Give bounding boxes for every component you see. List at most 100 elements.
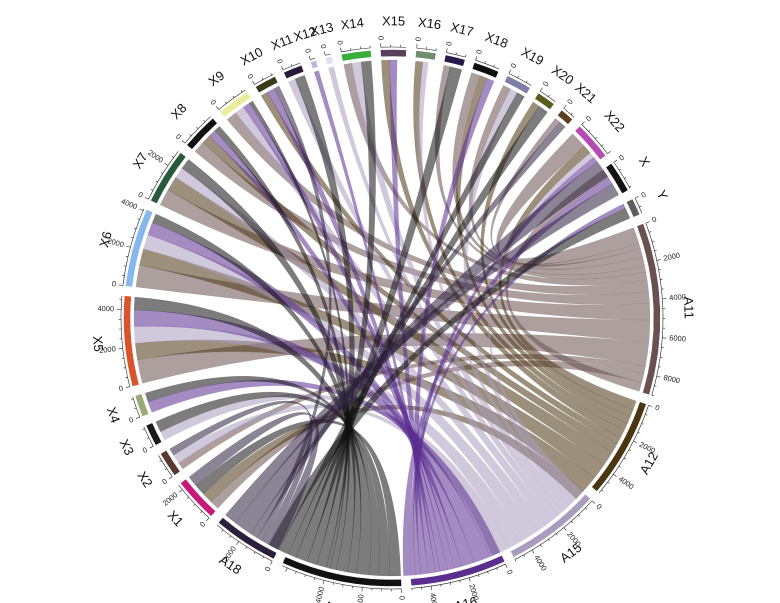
tick-mark <box>240 90 243 93</box>
tick-label: 4000 <box>313 586 326 603</box>
tick-mark <box>581 121 585 125</box>
tick-mark <box>261 77 264 80</box>
tick-mark <box>139 208 144 211</box>
tick-label: 4000 <box>669 292 686 302</box>
tick-mark <box>130 236 134 239</box>
tick-mark <box>224 101 227 104</box>
tick-mark <box>619 168 622 171</box>
tick-mark <box>555 533 558 536</box>
sector-label-a17: A17 <box>323 598 349 603</box>
tick-label: 0 <box>319 43 329 49</box>
link-y-a17 <box>268 207 631 551</box>
sector-a16 <box>410 555 505 586</box>
sectors-layer <box>117 43 667 593</box>
tick-mark <box>430 586 433 591</box>
sector-label-x10: X10 <box>238 44 265 68</box>
sector-label-x13: X13 <box>309 19 335 39</box>
tick-mark <box>125 386 130 388</box>
sector-label-x6: X6 <box>96 230 115 249</box>
link-x21-a18 <box>250 121 566 539</box>
tick-mark <box>168 476 173 480</box>
link-x22-a11 <box>496 133 640 266</box>
tick-mark <box>651 394 655 396</box>
tick-mark <box>253 551 256 554</box>
sector-x10 <box>255 76 278 93</box>
tick-label: 0 <box>263 565 273 573</box>
link-x-a18 <box>225 183 620 524</box>
tick-mark <box>505 563 508 568</box>
tick-mark <box>171 155 174 158</box>
tick-mark <box>523 554 526 557</box>
sector-axis-a11 <box>645 222 664 396</box>
tick-mark <box>270 560 273 565</box>
tick-label: 2000 <box>99 344 117 355</box>
tick-mark <box>186 496 189 499</box>
tick-mark <box>607 151 611 154</box>
tick-mark <box>216 106 220 110</box>
sector-x16 <box>415 50 436 60</box>
sector-label-x: X <box>636 154 653 170</box>
sector-x3 <box>146 422 162 446</box>
tick-mark <box>654 250 657 252</box>
sector-axis-x8 <box>184 116 211 144</box>
sector-x9 <box>220 92 251 117</box>
tick-mark <box>478 574 480 578</box>
sector-a11 <box>637 223 661 395</box>
tick-mark <box>245 546 248 549</box>
sector-label-x14: X14 <box>340 15 365 33</box>
sector-x5 <box>123 295 139 387</box>
tick-label: 0 <box>651 214 658 224</box>
sector-x13 <box>325 56 334 65</box>
tick-mark <box>459 580 461 583</box>
tick-mark <box>641 423 644 425</box>
tick-mark <box>295 571 297 574</box>
tick-label: 4000 <box>428 592 439 603</box>
sector-x21 <box>557 110 573 125</box>
link-x8-a17 <box>214 125 351 571</box>
sector-axis-x7 <box>148 151 179 200</box>
sector-axis-x <box>613 162 631 189</box>
tick-mark <box>656 375 661 378</box>
sector-x18 <box>472 62 499 78</box>
tick-label: 2000 <box>161 490 180 508</box>
sector-label-x18: X18 <box>483 29 510 51</box>
tick-mark <box>637 432 640 434</box>
tick-label: 0 <box>595 502 604 511</box>
tick-label: 0 <box>376 36 385 41</box>
tick-label: 0 <box>508 62 518 70</box>
tick-mark <box>196 126 199 129</box>
sector-axis-x3 <box>143 426 154 447</box>
sector-axis-x14 <box>341 47 371 53</box>
sector-label-x5: X5 <box>90 335 106 352</box>
tick-mark <box>645 221 650 224</box>
tick-label: 0 <box>174 132 183 142</box>
sector-a15 <box>510 494 591 558</box>
sector-axis-x5 <box>120 295 131 387</box>
tick-mark <box>656 259 661 261</box>
tick-mark <box>137 218 140 220</box>
sector-a17 <box>282 557 402 587</box>
sector-label-x8: X8 <box>168 100 190 122</box>
tick-mark <box>229 535 232 538</box>
link-x14-a17 <box>306 60 376 565</box>
tick-label: 8000 <box>663 373 681 385</box>
tick-label: 0 <box>111 279 116 288</box>
sector-label-x22: X22 <box>601 108 628 135</box>
tick-mark <box>134 407 137 410</box>
tick-label: 0 <box>209 98 219 107</box>
tick-mark <box>142 428 145 430</box>
links-layer <box>133 59 651 577</box>
tick-mark <box>629 185 632 188</box>
tick-mark <box>270 73 272 76</box>
link-x19-a17 <box>287 92 525 558</box>
tick-mark <box>340 47 342 52</box>
sector-axis-x9 <box>218 89 246 110</box>
tick-mark <box>164 468 167 471</box>
sector-x12 <box>310 60 318 69</box>
sector-label-a12: A12 <box>637 449 661 477</box>
tick-mark <box>206 517 210 522</box>
tick-label: 0 <box>335 40 345 46</box>
tick-label: 0 <box>198 520 207 529</box>
tick-mark <box>308 55 311 60</box>
tick-mark <box>446 48 448 53</box>
